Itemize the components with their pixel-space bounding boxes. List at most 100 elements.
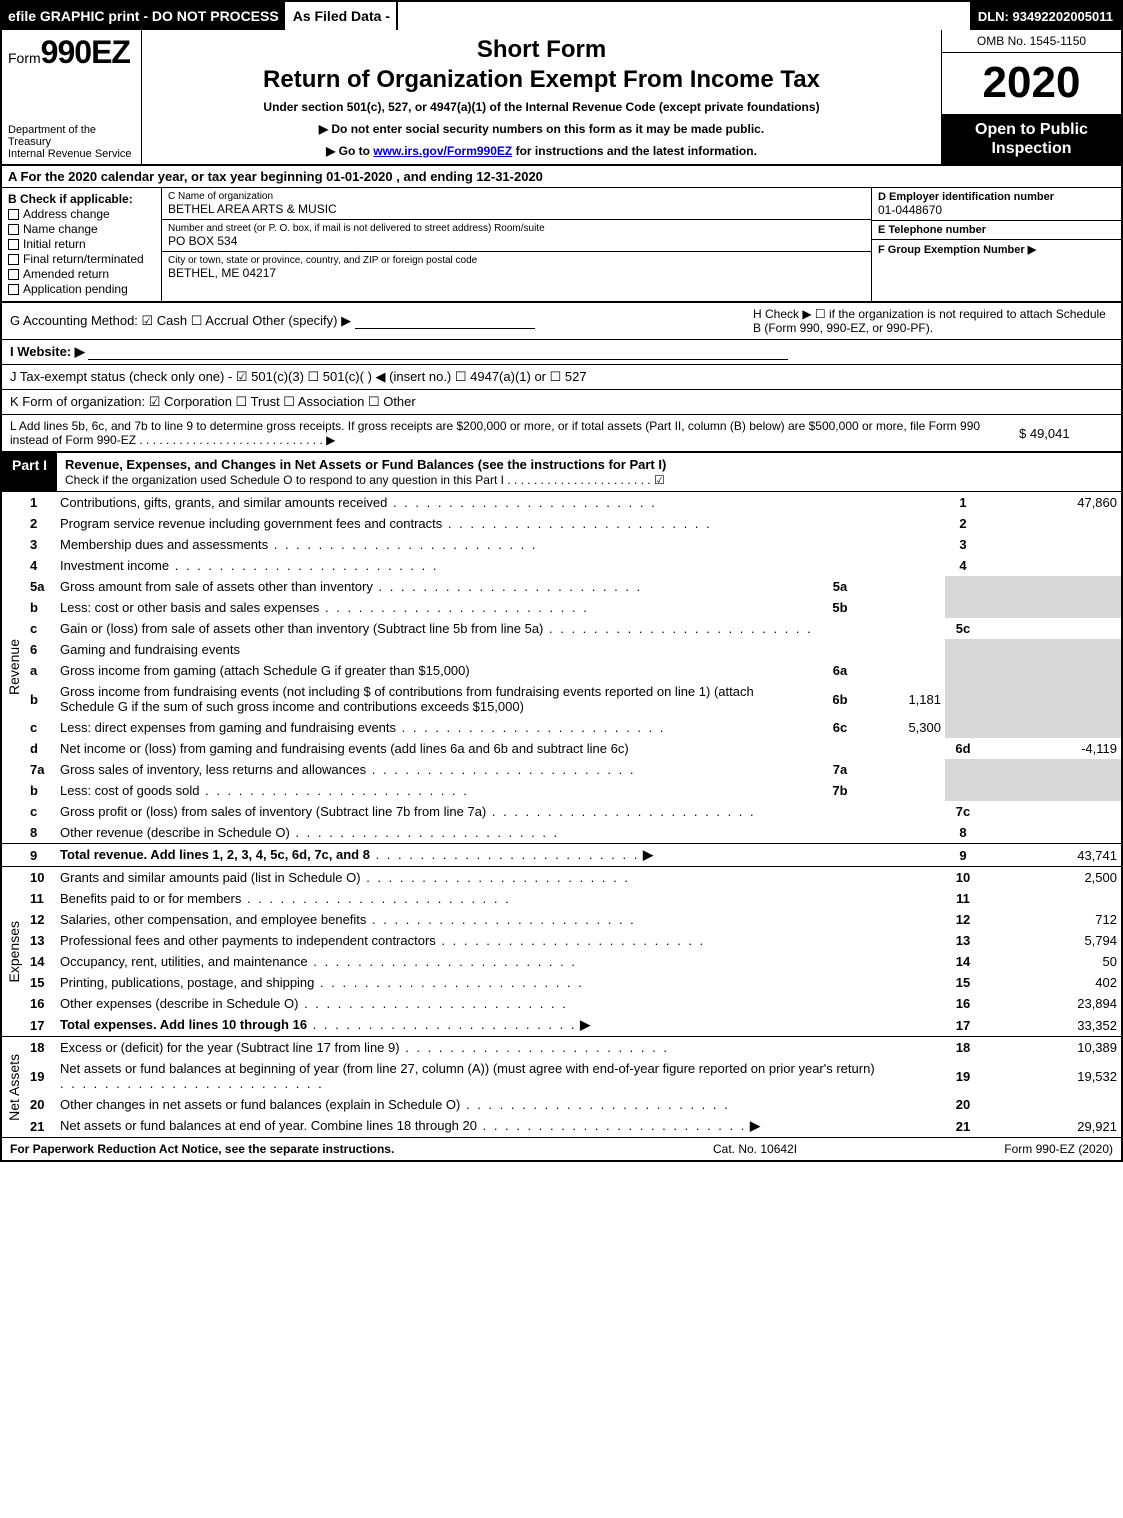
- l21-rnum: 21: [945, 1115, 981, 1137]
- l6b-desc: Gross income from fundraising events (no…: [60, 684, 754, 714]
- l5a-vshade: [981, 576, 1121, 597]
- l7b-desc: Less: cost of goods sold: [60, 783, 199, 798]
- l1-num: 1: [26, 492, 56, 513]
- l7b-num: b: [26, 780, 56, 801]
- l13-num: 13: [26, 930, 56, 951]
- part1-label: Part I: [2, 453, 57, 491]
- l7a-num: 7a: [26, 759, 56, 780]
- l2-rnum: 2: [945, 513, 981, 534]
- part1-note: Check if the organization used Schedule …: [65, 473, 665, 487]
- section-c: C Name of organization BETHEL AREA ARTS …: [162, 188, 871, 301]
- l4-num: 4: [26, 555, 56, 576]
- l16-desc: Other expenses (describe in Schedule O): [60, 996, 298, 1011]
- chk-address[interactable]: Address change: [8, 207, 155, 221]
- other-specify-line[interactable]: [355, 315, 535, 329]
- l18-rnum: 18: [945, 1037, 981, 1059]
- row-19: 19 Net assets or fund balances at beginn…: [2, 1058, 1121, 1094]
- l5b-vshade: [981, 597, 1121, 618]
- open-inspection: Open to Public Inspection: [942, 114, 1121, 164]
- l8-rnum: 8: [945, 822, 981, 844]
- org-name: BETHEL AREA ARTS & MUSIC: [168, 202, 865, 216]
- l7a-box: 7a: [815, 759, 865, 780]
- l5a-num: 5a: [26, 576, 56, 597]
- row-7b: b Less: cost of goods sold 7b: [2, 780, 1121, 801]
- expenses-label: Expenses: [6, 921, 22, 982]
- l8-desc: Other revenue (describe in Schedule O): [60, 825, 290, 840]
- form-number: Form990EZ: [8, 34, 135, 71]
- l21-val: 29,921: [981, 1115, 1121, 1137]
- accounting-method: G Accounting Method: ☑ Cash ☐ Accrual Ot…: [10, 313, 753, 329]
- netassets-label: Net Assets: [6, 1054, 22, 1121]
- l7c-desc: Gross profit or (loss) from sales of inv…: [60, 804, 486, 819]
- l6-vshade: [981, 639, 1121, 660]
- l19-desc: Net assets or fund balances at beginning…: [60, 1061, 875, 1076]
- org-city: BETHEL, ME 04217: [168, 266, 865, 280]
- footer-right: Form 990-EZ (2020): [913, 1142, 1113, 1156]
- row-8: 8 Other revenue (describe in Schedule O)…: [2, 822, 1121, 844]
- header-right: OMB No. 1545-1150 2020 Open to Public In…: [941, 30, 1121, 164]
- chk-name-label: Name change: [23, 222, 98, 236]
- l5b-num: b: [26, 597, 56, 618]
- l4-desc: Investment income: [60, 558, 169, 573]
- l13-rnum: 13: [945, 930, 981, 951]
- chk-name[interactable]: Name change: [8, 222, 155, 236]
- l6c-mval: 5,300: [865, 717, 945, 738]
- l8-num: 8: [26, 822, 56, 844]
- checkbox-icon: [8, 269, 19, 280]
- phone-cell: E Telephone number: [872, 221, 1121, 240]
- header-left: Form990EZ Department of the Treasury Int…: [2, 30, 142, 164]
- l6d-val: -4,119: [981, 738, 1121, 759]
- chk-amended[interactable]: Amended return: [8, 267, 155, 281]
- l5b-mval: [865, 597, 945, 618]
- row-2: 2 Program service revenue including gove…: [2, 513, 1121, 534]
- l20-desc: Other changes in net assets or fund bala…: [60, 1097, 460, 1112]
- dln-number: DLN: 93492202005011: [970, 2, 1121, 30]
- l5a-desc: Gross amount from sale of assets other t…: [60, 579, 373, 594]
- l5c-desc: Gain or (loss) from sale of assets other…: [60, 621, 543, 636]
- l11-val: [981, 888, 1121, 909]
- row-5b: b Less: cost or other basis and sales ex…: [2, 597, 1121, 618]
- irs-link[interactable]: www.irs.gov/Form990EZ: [373, 144, 512, 158]
- l6a-mval: [865, 660, 945, 681]
- tax-year: 2020: [942, 53, 1121, 114]
- section-i: I Website: ▶: [2, 340, 1121, 365]
- l5b-box: 5b: [815, 597, 865, 618]
- checkbox-icon: [8, 209, 19, 220]
- section-bcd: B Check if applicable: Address change Na…: [2, 188, 1121, 303]
- website-label: I Website: ▶: [10, 344, 85, 359]
- org-name-label: C Name of organization: [168, 191, 865, 202]
- ein-cell: D Employer identification number 01-0448…: [872, 188, 1121, 221]
- arrow-icon: ▶: [643, 847, 653, 862]
- section-def: D Employer identification number 01-0448…: [871, 188, 1121, 301]
- l6d-rnum: 6d: [945, 738, 981, 759]
- goto-pre: ▶ Go to: [326, 144, 373, 158]
- revenue-label: Revenue: [6, 639, 22, 695]
- l6c-rshade: [945, 717, 981, 738]
- website-line[interactable]: [88, 346, 788, 360]
- l6b-box: 6b: [815, 681, 865, 717]
- l15-rnum: 15: [945, 972, 981, 993]
- chk-pending[interactable]: Application pending: [8, 282, 155, 296]
- group-cell: F Group Exemption Number ▶: [872, 240, 1121, 259]
- topbar-spacer: [398, 2, 970, 30]
- row-5a: 5a Gross amount from sale of assets othe…: [2, 576, 1121, 597]
- l7b-box: 7b: [815, 780, 865, 801]
- section-j: J Tax-exempt status (check only one) - ☑…: [2, 365, 1121, 390]
- l5b-rshade: [945, 597, 981, 618]
- l6-rshade: [945, 639, 981, 660]
- row-6: 6 Gaming and fundraising events: [2, 639, 1121, 660]
- l10-val: 2,500: [981, 867, 1121, 889]
- row-12: 12 Salaries, other compensation, and emp…: [2, 909, 1121, 930]
- chk-initial-label: Initial return: [23, 237, 86, 251]
- row-7c: c Gross profit or (loss) from sales of i…: [2, 801, 1121, 822]
- l21-desc: Net assets or fund balances at end of ye…: [60, 1118, 477, 1133]
- l6c-desc: Less: direct expenses from gaming and fu…: [60, 720, 396, 735]
- l14-rnum: 14: [945, 951, 981, 972]
- chk-initial[interactable]: Initial return: [8, 237, 155, 251]
- l13-desc: Professional fees and other payments to …: [60, 933, 436, 948]
- l19-rnum: 19: [945, 1058, 981, 1094]
- under-section: Under section 501(c), 527, or 4947(a)(1)…: [152, 100, 931, 114]
- chk-final[interactable]: Final return/terminated: [8, 252, 155, 266]
- l1-rnum: 1: [945, 492, 981, 513]
- l20-rnum: 20: [945, 1094, 981, 1115]
